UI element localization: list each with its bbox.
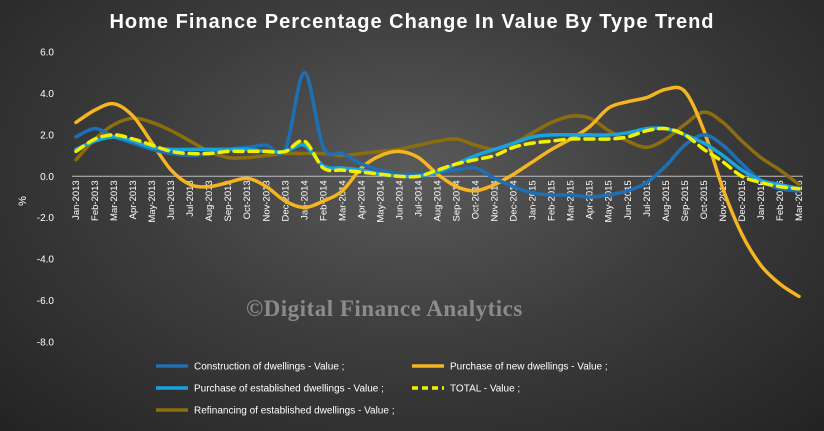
legend-label: Purchase of established dwellings - Valu… [194,384,384,395]
x-tick-label: Aug-2014 [433,180,444,221]
x-tick-label: Jul-2014 [413,180,424,216]
y-axis-label: % [17,196,29,206]
x-tick-label: May-2014 [375,180,386,222]
x-tick-label: Apr-2015 [585,180,596,219]
x-tick-label: Mar-2016 [794,180,805,221]
x-tick-label: Feb-2016 [775,180,786,221]
x-tick-label: Mar-2015 [566,180,577,221]
x-tick-label: Mar-2013 [109,180,120,221]
series-line-purchase-of-new-dwellings-value [74,85,801,299]
x-tick-label: Dec-2015 [737,180,748,221]
x-tick-label: Feb-2013 [90,180,101,221]
x-tick-label: Aug-2015 [661,180,672,221]
series-line-construction-of-dwellings-value [74,70,801,199]
legend-label: Purchase of new dwellings - Value ; [450,362,608,373]
x-tick-label: Sep-2015 [680,180,691,221]
x-tick-label: Jun-2014 [394,180,405,220]
watermark: ©Digital Finance Analytics [246,296,523,321]
x-tick-label: Sep-2014 [452,180,463,221]
x-tick-label: Aug-2013 [204,180,215,221]
x-tick-label: Jul-2015 [642,180,653,216]
y-tick-label: 6.0 [40,48,54,59]
legend-label: Construction of dwellings - Value ; [194,362,344,373]
x-tick-label: Jan-2013 [71,180,82,220]
x-tick-label: Oct-2013 [242,180,253,219]
x-tick-label: Nov-2014 [490,180,501,221]
x-tick-label: Jan-2015 [528,180,539,220]
x-tick-label: Jun-2015 [623,180,634,220]
y-tick-label: 4.0 [40,89,54,100]
x-tick-label: Oct-2015 [699,180,710,219]
x-tick-label: Oct-2014 [471,180,482,219]
x-tick-label: Jan-2016 [756,180,767,220]
y-tick-label: -4.0 [37,255,55,266]
legend-label: Refinancing of established dwellings - V… [194,406,395,417]
y-tick-label: 0.0 [40,172,54,183]
x-tick-label: May-2015 [604,180,615,222]
y-tick-label: -2.0 [37,213,55,224]
x-tick-label: Mar-2014 [337,180,348,221]
y-tick-label: -6.0 [37,296,55,307]
x-tick-label: Dec-2014 [509,180,520,221]
y-tick-label: -8.0 [37,338,55,349]
x-tick-label: Jan-2014 [299,180,310,220]
x-axis-ticks: Jan-2013 Feb-2013 Mar-2013 Apr-2013 May-2013… [71,180,805,222]
series-line-total-value [74,126,801,191]
x-tick-label: Feb-2015 [547,180,558,221]
x-tick-label: Apr-2014 [356,180,367,219]
chart-title: Home Finance Percentage Change In Value … [109,11,715,33]
x-tick-label: Nov-2013 [261,180,272,221]
series-line-refinancing-of-established-dwellings-value [74,110,801,187]
x-tick-label: Jun-2013 [166,180,177,220]
y-axis-ticks: -8.0 -6.0 -4.0 -2.0 0.0 2.0 4.0 6.0 [37,48,55,349]
x-tick-label: Jul-2013 [185,180,196,216]
x-tick-label: Nov-2015 [718,180,729,221]
y-tick-label: 2.0 [40,130,54,141]
series-lines [74,70,801,299]
legend-label: TOTAL - Value ; [450,384,520,395]
x-tick-label: Sep-2013 [223,180,234,221]
x-tick-label: Apr-2013 [128,180,139,219]
legend: Construction of dwellings - Value ; Purch… [156,362,608,417]
x-tick-label: May-2013 [147,180,158,222]
